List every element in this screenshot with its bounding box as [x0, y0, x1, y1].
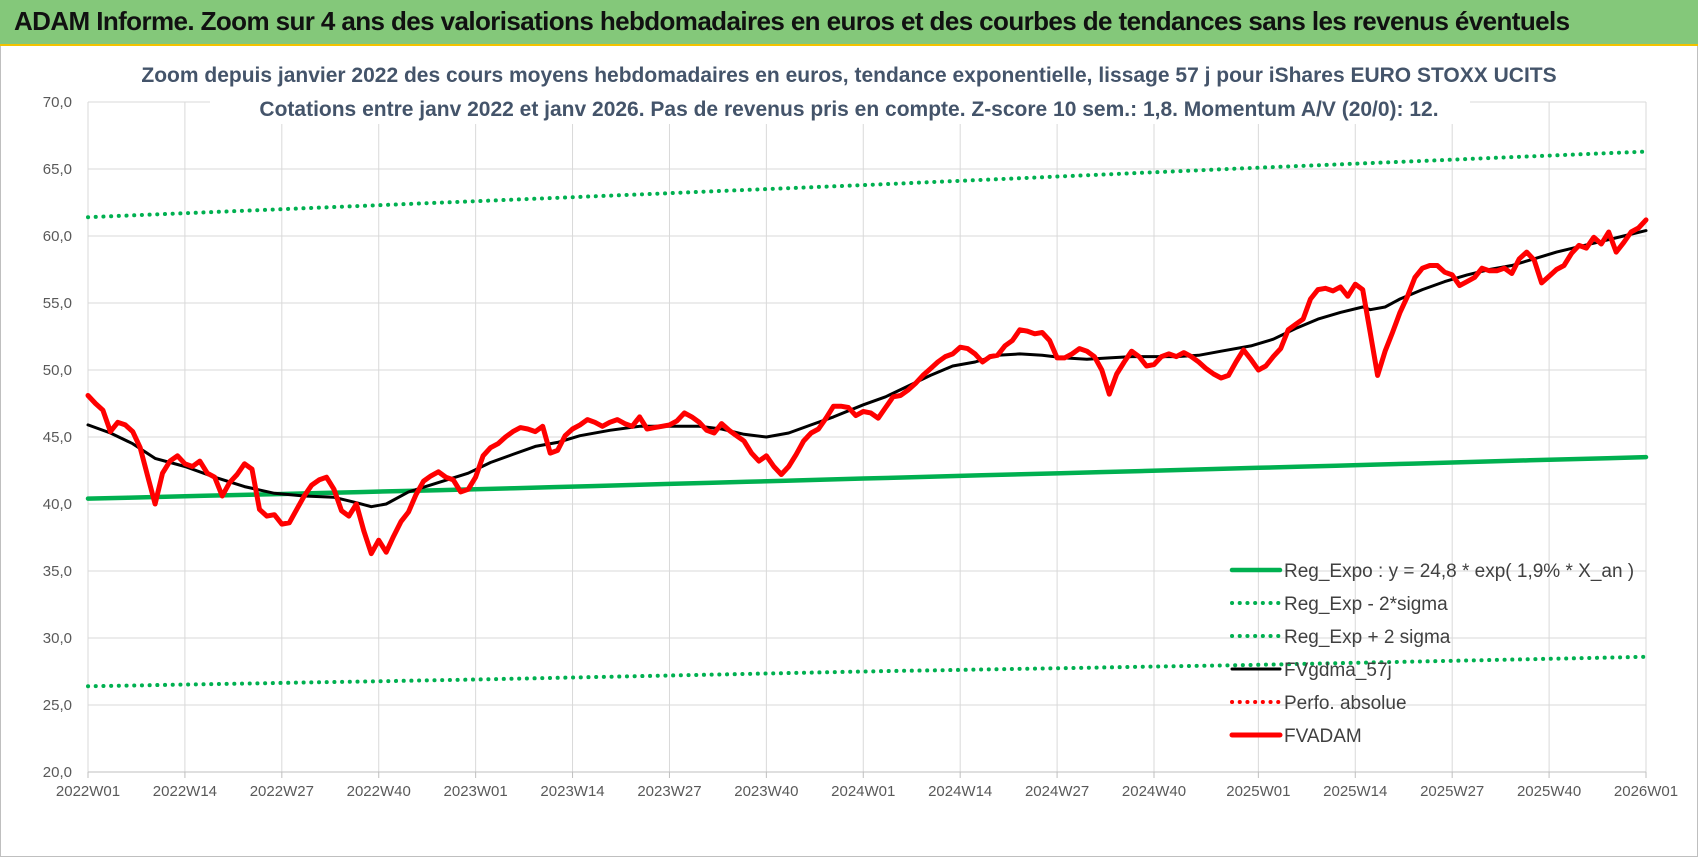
legend-label: FVADAM: [1284, 726, 1362, 747]
series-line-reg-exp: [86, 654, 1648, 689]
legend-label: Reg_Exp - 2*sigma: [1284, 594, 1448, 615]
y-tick-label: 30,0: [43, 630, 72, 647]
series-line-reg-exp: [86, 149, 1648, 220]
y-tick-label: 45,0: [43, 429, 72, 446]
y-tick-label: 40,0: [43, 496, 72, 513]
x-tick-label: 2022W27: [250, 783, 314, 800]
y-tick-label: 25,0: [43, 697, 72, 714]
x-tick-label: 2025W14: [1323, 783, 1387, 800]
y-tick-label: 70,0: [43, 94, 72, 111]
y-tick-label: 20,0: [43, 764, 72, 781]
chart-title-line-1: Zoom depuis janvier 2022 des cours moyen…: [141, 64, 1556, 87]
axes: 20,0 25,0 30,0 35,0 40,0 45,0 50,0 55,0 60,0 65,0…: [43, 94, 1678, 800]
x-tick-label: 2024W27: [1025, 783, 1089, 800]
x-tick-label: 2023W01: [444, 783, 508, 800]
banner-title: ADAM Informe. Zoom sur 4 ans des valoris…: [14, 6, 1570, 36]
chart: 20,0 25,0 30,0 35,0 40,0 45,0 50,0 55,0 60,0 65,0…: [43, 54, 1678, 800]
y-tick-label: 35,0: [43, 563, 72, 580]
legend-label: Reg_Expo : y = 24,8 * exp( 1,9% * X_an ): [1284, 561, 1634, 582]
x-tick-label: 2022W14: [153, 783, 217, 800]
y-tick-label: 60,0: [43, 228, 72, 245]
x-tick-label: 2023W40: [734, 783, 798, 800]
x-tick-label: 2023W27: [637, 783, 701, 800]
chart-title-line-2: Cotations entre janv 2022 et janv 2026. …: [259, 98, 1438, 121]
y-tick-label: 65,0: [43, 161, 72, 178]
chart-title-background: [210, 54, 1470, 124]
header-banner: ADAM Informe. Zoom sur 4 ans des valoris…: [0, 0, 1698, 46]
x-tick-label: 2025W27: [1420, 783, 1484, 800]
series-line-fvadam: [85, 217, 1649, 557]
y-tick-label: 50,0: [43, 362, 72, 379]
x-tick-label: 2023W14: [540, 783, 604, 800]
x-tick-label: 2022W40: [347, 783, 411, 800]
x-tick-label: 2024W01: [831, 783, 895, 800]
x-tick-label: 2025W40: [1517, 783, 1581, 800]
legend-label: Perfo. absolue: [1284, 693, 1407, 714]
y-tick-label: 55,0: [43, 295, 72, 312]
x-tick-label: 2022W01: [56, 783, 120, 800]
x-tick-label: 2025W01: [1226, 783, 1290, 800]
x-tick-label: 2024W14: [928, 783, 992, 800]
series-area: [85, 149, 1649, 689]
legend: Reg_Expo : y = 24,8 * exp( 1,9% * X_an )…: [1229, 561, 1634, 747]
x-tick-label: 2026W01: [1614, 783, 1678, 800]
series-line-reg-expo: [85, 454, 1649, 501]
legend-label: Reg_Exp + 2 sigma: [1284, 627, 1451, 648]
x-tick-label: 2024W40: [1122, 783, 1186, 800]
legend-label: FVgdma_57j: [1284, 660, 1392, 681]
